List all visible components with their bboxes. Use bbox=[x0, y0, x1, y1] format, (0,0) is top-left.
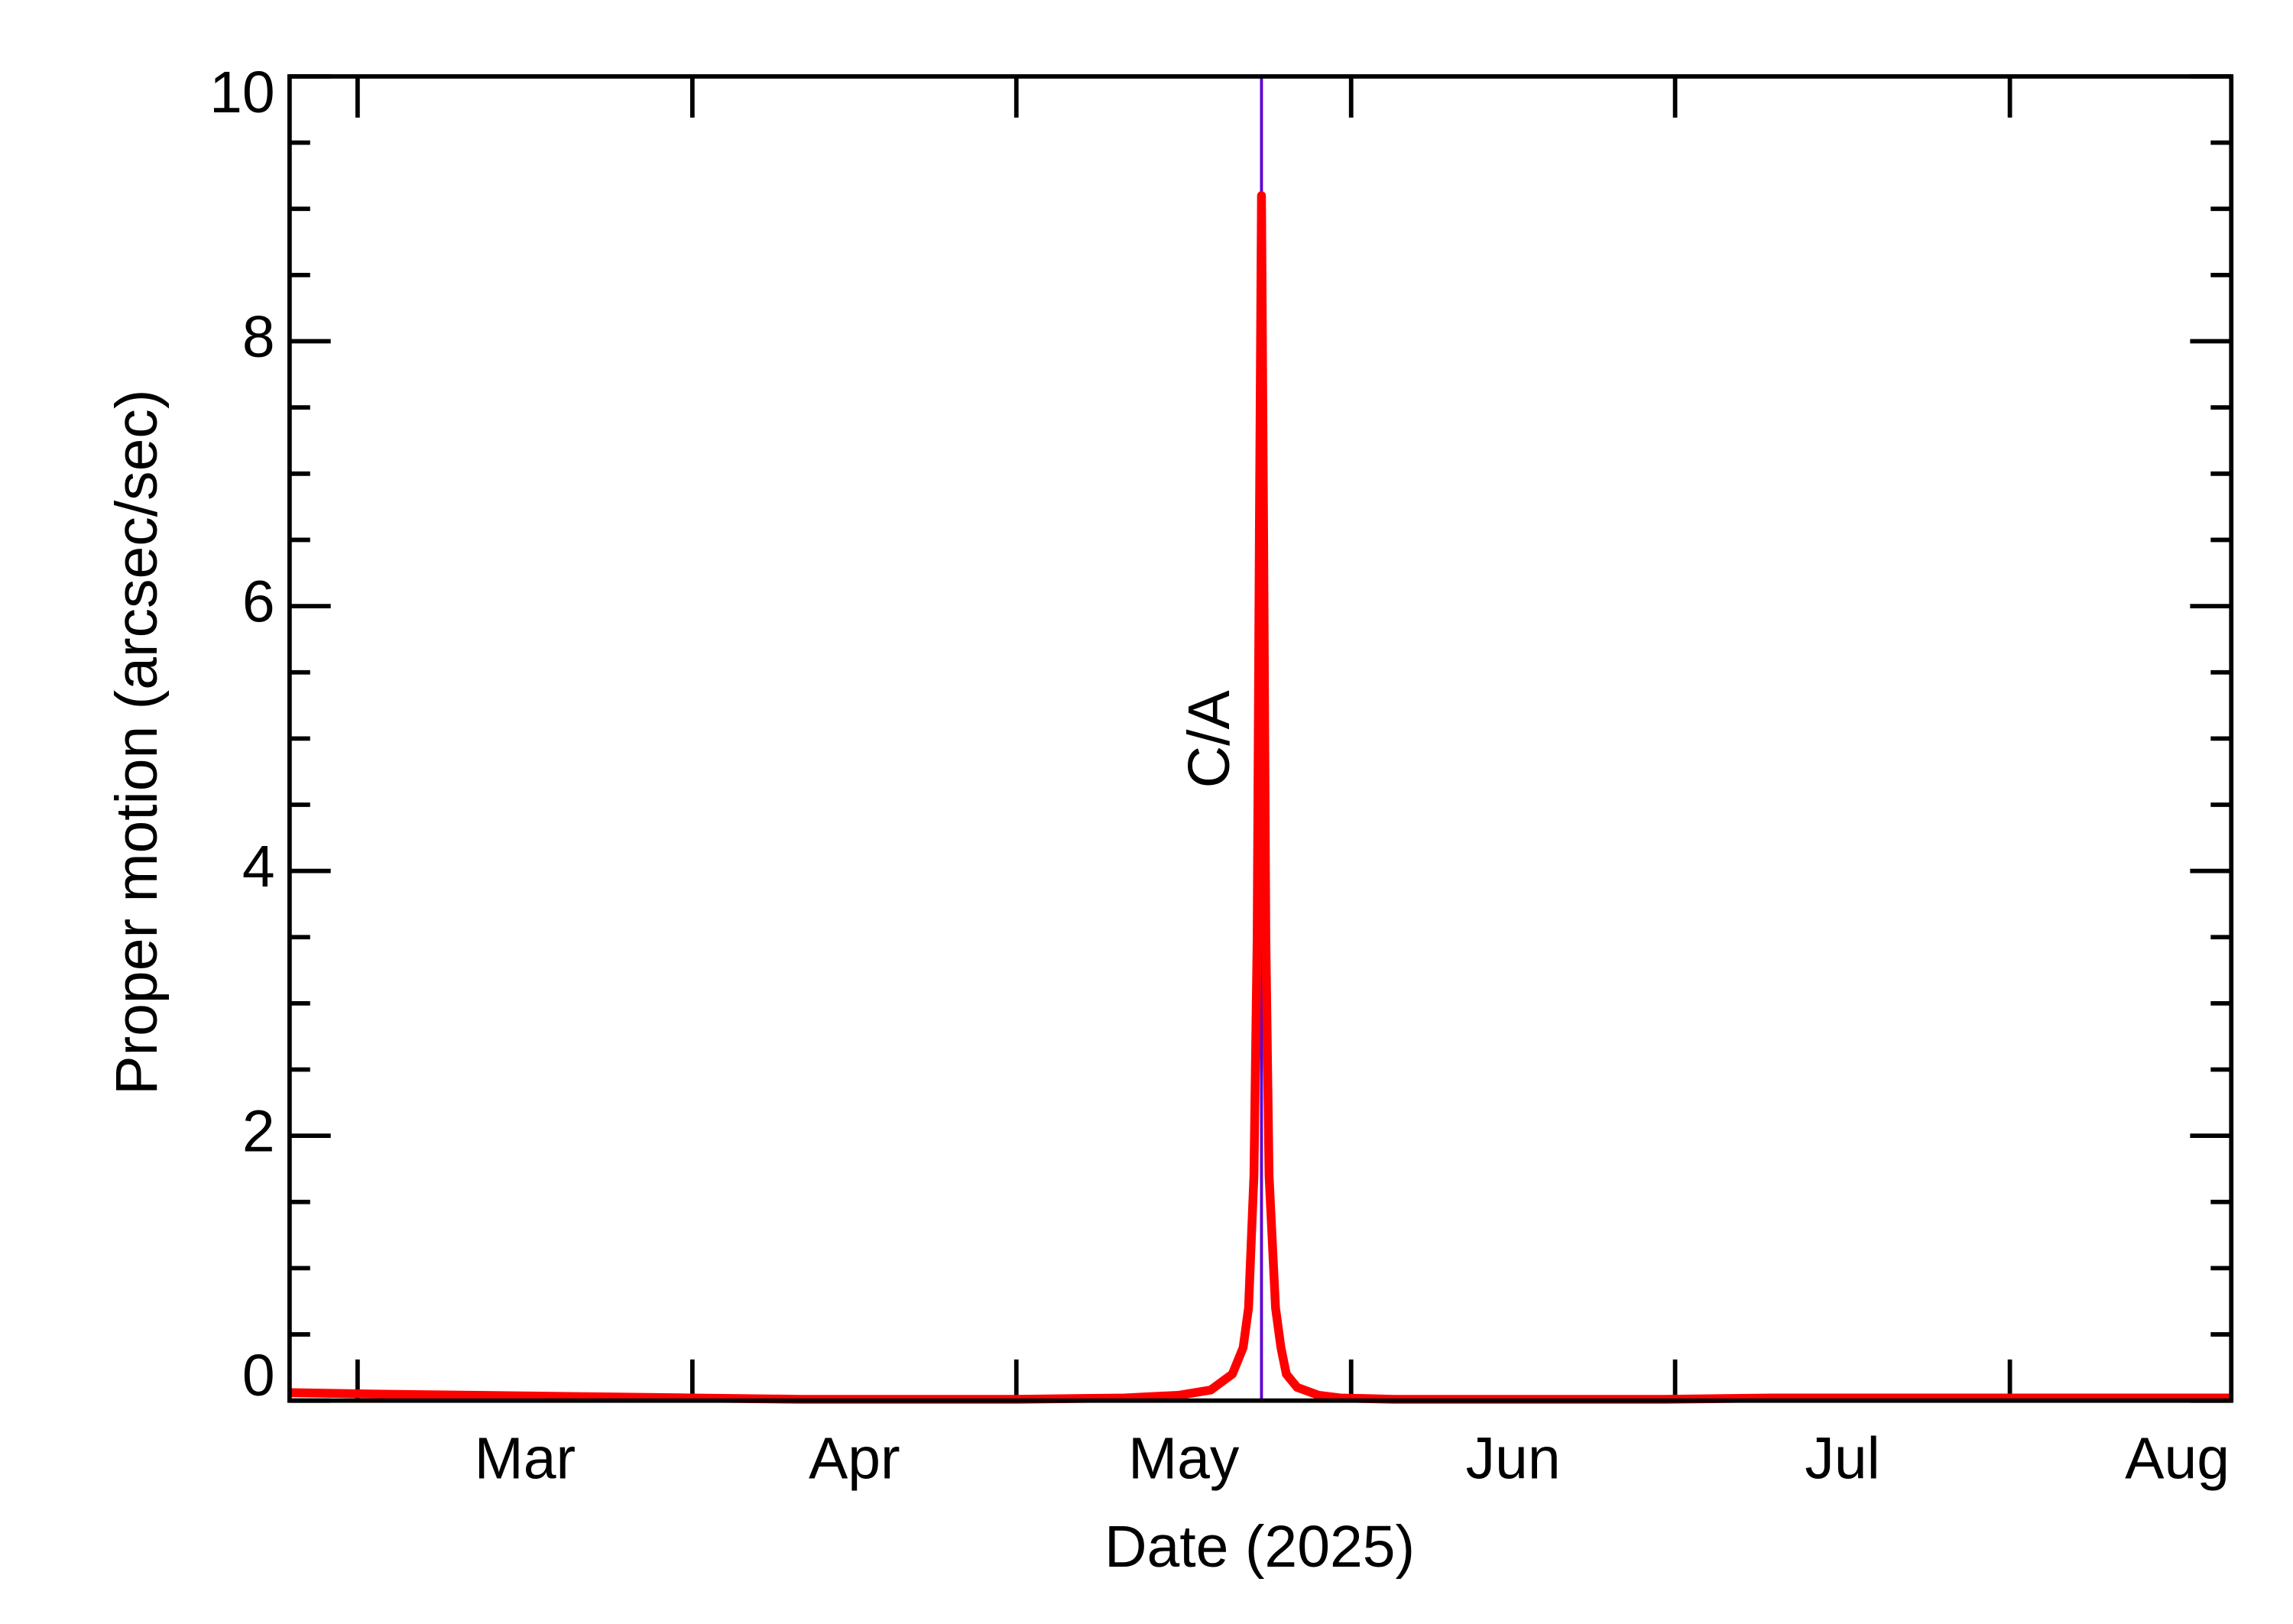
x-tick-label: Jun bbox=[1466, 1426, 1561, 1492]
y-tick-label: 0 bbox=[242, 1343, 275, 1408]
y-tick-label: 8 bbox=[242, 304, 275, 370]
plot-frame bbox=[287, 74, 2234, 1403]
x-tick-label: Mar bbox=[475, 1426, 576, 1492]
x-tick-label: Apr bbox=[809, 1426, 900, 1492]
y-tick-label: 2 bbox=[242, 1098, 275, 1164]
x-tick-label: Jul bbox=[1805, 1426, 1879, 1492]
x-tick-label: Aug bbox=[2125, 1426, 2230, 1492]
annotation: C/A bbox=[1176, 690, 1242, 789]
y-tick-label: 6 bbox=[242, 569, 275, 634]
y-axis-label: Proper motion (arcsec/sec) bbox=[104, 390, 170, 1095]
y-tick-label: 10 bbox=[209, 60, 275, 125]
x-tick-label: May bbox=[1128, 1426, 1240, 1492]
y-tick-label: 4 bbox=[242, 834, 275, 900]
x-axis-label: Date (2025) bbox=[1104, 1514, 1415, 1580]
